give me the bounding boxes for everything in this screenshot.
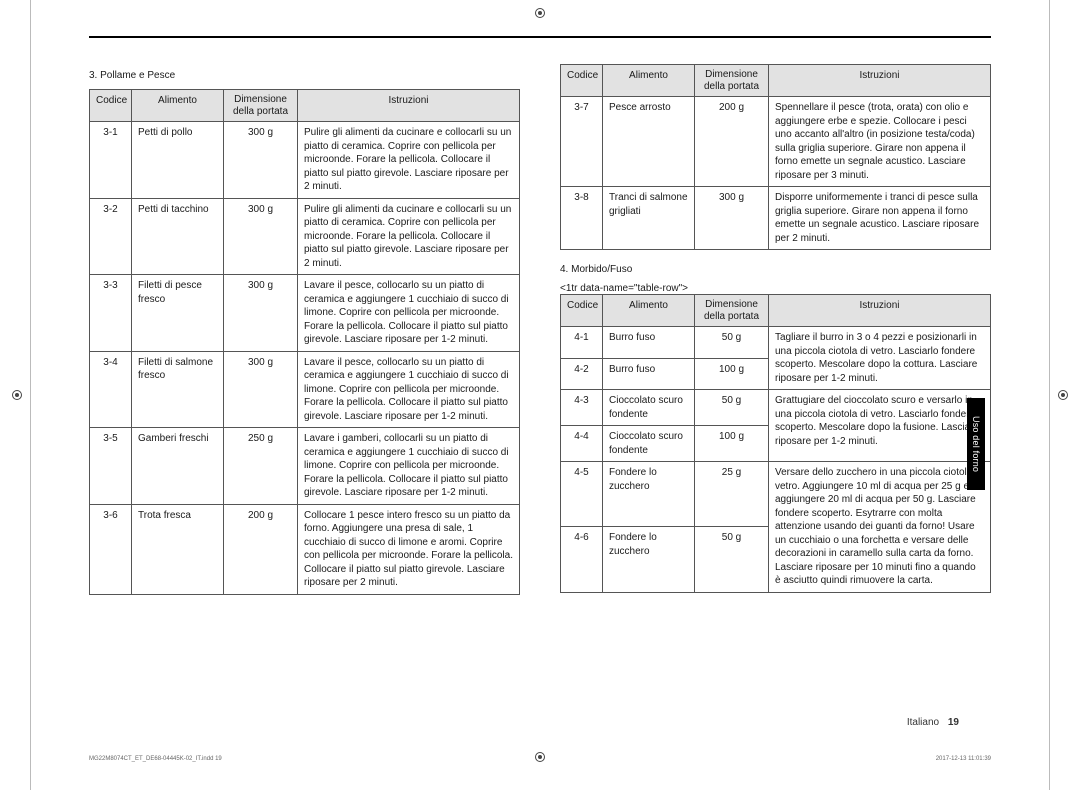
- cell-size: 50 g: [695, 327, 769, 359]
- th-alimento: Alimento: [603, 65, 695, 97]
- register-mark-right: [1058, 390, 1068, 400]
- cell-code: 3-8: [561, 187, 603, 250]
- cell-code: 4-4: [561, 426, 603, 462]
- cell-size: 300 g: [224, 351, 298, 428]
- cell-size: 100 g: [695, 426, 769, 462]
- cell-code: 3-2: [90, 198, 132, 275]
- footer-page-number: 19: [948, 717, 959, 728]
- cell-food: Pesce arrosto: [603, 97, 695, 187]
- cell-food: Filetti di pesce fresco: [132, 275, 224, 352]
- cell-food: Burro fuso: [603, 327, 695, 359]
- cell-size: 50 g: [695, 390, 769, 426]
- imprint-left: MG22M8074CT_ET_DE68-04445K-02_IT.indd 19: [89, 756, 222, 762]
- table-row: 3-2Petti di tacchino300 gPulire gli alim…: [90, 198, 520, 275]
- cell-instr: Tagliare il burro in 3 o 4 pezzi e posiz…: [769, 327, 991, 390]
- cell-food: Burro fuso: [603, 358, 695, 390]
- imprint: MG22M8074CT_ET_DE68-04445K-02_IT.indd 19…: [89, 756, 991, 762]
- cell-instr: Versare dello zucchero in una piccola ci…: [769, 462, 991, 593]
- table-row: 3-8Tranci di salmone grigliati300 gDispo…: [561, 187, 991, 250]
- cell-food: Filetti di salmone fresco: [132, 351, 224, 428]
- column-right: Codice Alimento Dimensione della portata…: [560, 64, 991, 595]
- section-4-title: 4. Morbido/Fuso: [560, 264, 991, 275]
- table-row: 4-3Cioccolato scuro fondente50 gGrattugi…: [561, 390, 991, 426]
- rule-top: [89, 36, 991, 38]
- table-row: 3-7Pesce arrosto200 gSpennellare il pesc…: [561, 97, 991, 187]
- cell-code: 4-2: [561, 358, 603, 390]
- th-dimensione: Dimensione della portata: [695, 295, 769, 327]
- cell-size: 300 g: [224, 275, 298, 352]
- table-row: 3-6Trota fresca200 gCollocare 1 pesce in…: [90, 504, 520, 594]
- cell-instr: Collocare 1 pesce intero fresco su un pi…: [298, 504, 520, 594]
- th-codice: Codice: [561, 295, 603, 327]
- table-section-3: Codice Alimento Dimensione della portata…: [89, 89, 520, 595]
- cell-size: 300 g: [224, 122, 298, 199]
- cell-food: Tranci di salmone grigliati: [603, 187, 695, 250]
- side-tab: Uso del forno: [967, 398, 985, 490]
- cell-food: Petti di tacchino: [132, 198, 224, 275]
- footer-lang: Italiano: [907, 717, 939, 728]
- cell-size: 250 g: [224, 428, 298, 505]
- cell-code: 4-6: [561, 527, 603, 592]
- cell-size: 25 g: [695, 462, 769, 527]
- th-codice: Codice: [90, 90, 132, 122]
- section-3-title: 3. Pollame e Pesce: [89, 70, 520, 81]
- cell-instr: Grattugiare del cioccolato scuro e versa…: [769, 390, 991, 462]
- table-row: 3-4Filetti di salmone fresco300 gLavare …: [90, 351, 520, 428]
- page: 3. Pollame e Pesce Codice Alimento Dimen…: [30, 0, 1050, 790]
- th-dimensione: Dimensione della portata: [224, 90, 298, 122]
- cell-code: 3-3: [90, 275, 132, 352]
- register-mark-left: [12, 390, 22, 400]
- cell-code: 4-1: [561, 327, 603, 359]
- cell-instr: Lavare il pesce, collocarlo su un piatto…: [298, 351, 520, 428]
- cell-food: Fondere lo zucchero: [603, 462, 695, 527]
- table-row: 3-1Petti di pollo300 gPulire gli aliment…: [90, 122, 520, 199]
- th-istruzioni: Istruzioni: [769, 65, 991, 97]
- table-section-3b: Codice Alimento Dimensione della portata…: [560, 64, 991, 250]
- cell-code: 4-3: [561, 390, 603, 426]
- th-istruzioni: Istruzioni: [769, 295, 991, 327]
- cell-code: 3-5: [90, 428, 132, 505]
- table-section-4: Codice Alimento Dimensione della portata…: [560, 294, 991, 593]
- cell-food: Petti di pollo: [132, 122, 224, 199]
- cell-code: 3-6: [90, 504, 132, 594]
- column-left: 3. Pollame e Pesce Codice Alimento Dimen…: [89, 64, 520, 595]
- cell-instr: Disporre uniformemente i tranci di pesce…: [769, 187, 991, 250]
- cell-food: Gamberi freschi: [132, 428, 224, 505]
- table-row: 4-5Fondere lo zucchero25 gVersare dello …: [561, 462, 991, 527]
- th-alimento: Alimento: [132, 90, 224, 122]
- cell-food: Trota fresca: [132, 504, 224, 594]
- cell-size: 50 g: [695, 527, 769, 592]
- cell-size: 300 g: [695, 187, 769, 250]
- cell-code: 4-5: [561, 462, 603, 527]
- cell-code: 3-1: [90, 122, 132, 199]
- cell-instr: Pulire gli alimenti da cucinare e colloc…: [298, 198, 520, 275]
- cell-food: Fondere lo zucchero: [603, 527, 695, 592]
- th-alimento: Alimento: [603, 295, 695, 327]
- cell-size: 200 g: [695, 97, 769, 187]
- cell-instr: Spennellare il pesce (trota, orata) con …: [769, 97, 991, 187]
- cell-food: Cioccolato scuro fondente: [603, 426, 695, 462]
- th-dimensione: Dimensione della portata: [695, 65, 769, 97]
- th-codice: Codice: [561, 65, 603, 97]
- cell-size: 100 g: [695, 358, 769, 390]
- cell-instr: Lavare il pesce, collocarlo su un piatto…: [298, 275, 520, 352]
- cell-instr: Pulire gli alimenti da cucinare e colloc…: [298, 122, 520, 199]
- imprint-right: 2017-12-13 11:01:39: [936, 756, 991, 762]
- cell-code: 3-7: [561, 97, 603, 187]
- page-footer: Italiano 19: [907, 717, 959, 728]
- cell-food: Cioccolato scuro fondente: [603, 390, 695, 426]
- cell-instr: Lavare i gamberi, collocarli su un piatt…: [298, 428, 520, 505]
- table-row: 3-5Gamberi freschi250 gLavare i gamberi,…: [90, 428, 520, 505]
- table-row: 4-1Burro fuso50 gTagliare il burro in 3 …: [561, 327, 991, 359]
- table-row: 3-3Filetti di pesce fresco300 gLavare il…: [90, 275, 520, 352]
- cell-size: 300 g: [224, 198, 298, 275]
- cell-size: 200 g: [224, 504, 298, 594]
- cell-code: 3-4: [90, 351, 132, 428]
- th-istruzioni: Istruzioni: [298, 90, 520, 122]
